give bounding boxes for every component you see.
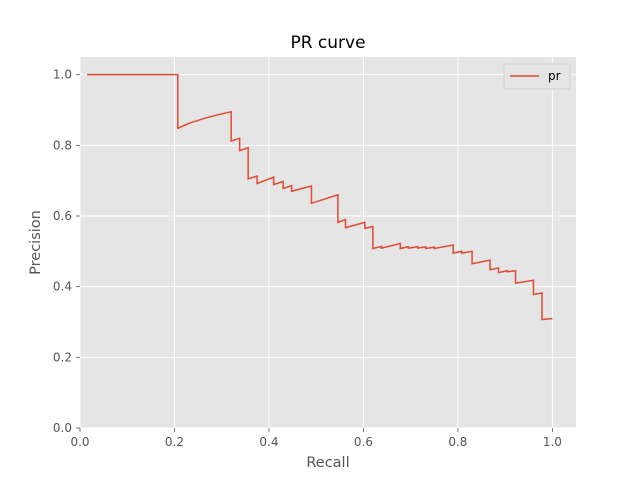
legend-label-pr: pr xyxy=(548,69,561,83)
x-axis-ticks: 0.0 0.2 0.4 0.6 0.8 1.0 xyxy=(70,428,562,449)
y-tick-label: 1.0 xyxy=(53,68,72,82)
y-tick-label: 0.8 xyxy=(53,138,72,152)
y-tick-label: 0.2 xyxy=(53,350,72,364)
plot-area xyxy=(80,57,576,428)
y-tick-label: 0.6 xyxy=(53,209,72,223)
y-tick-label: 0.0 xyxy=(53,421,72,435)
x-tick-label: 0.6 xyxy=(354,435,373,449)
x-tick-label: 0.0 xyxy=(70,435,89,449)
x-tick-label: 0.8 xyxy=(448,435,467,449)
pr-series-line xyxy=(87,73,553,321)
legend: pr xyxy=(503,63,571,90)
x-tick-label: 1.0 xyxy=(543,435,562,449)
x-tick-label: 0.4 xyxy=(259,435,278,449)
x-axis-label: Recall xyxy=(306,455,349,471)
x-tick-label: 0.2 xyxy=(165,435,184,449)
y-axis-ticks: 0.0 0.2 0.4 0.6 0.8 1.0 xyxy=(53,68,80,435)
y-tick-label: 0.4 xyxy=(53,280,72,294)
grid-lines xyxy=(79,57,576,429)
y-axis-label: Precision xyxy=(28,210,44,275)
chart-title: PR curve xyxy=(290,33,365,53)
